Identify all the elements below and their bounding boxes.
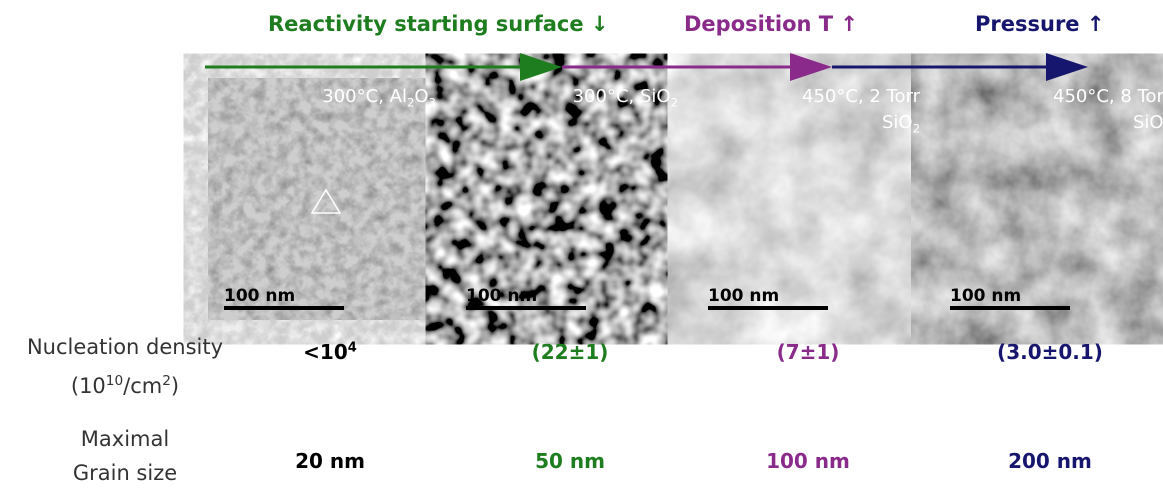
line: 450°C, 8 Torr xyxy=(1053,84,1163,110)
text-run: <10 xyxy=(303,340,348,364)
panel: 450°C, 8 Torr SiO2 100 nm xyxy=(934,78,1163,320)
text-run: (7±1) xyxy=(777,340,840,364)
text-run: 200 nm xyxy=(1008,449,1092,473)
row-value: <104 xyxy=(210,340,450,364)
scale-bar: 100 nm xyxy=(224,286,344,310)
arrow-head xyxy=(790,53,832,81)
subscript: 3 xyxy=(429,96,436,110)
figure: Reactivity starting surface ↓ Deposition … xyxy=(0,0,1163,486)
panel: 300°C, SiO2 100 nm xyxy=(450,78,692,320)
panel: 450°C, 2 Torr SiO2 100 nm xyxy=(692,78,934,320)
text-run: O xyxy=(414,86,428,107)
panel-caption: 300°C, SiO2 xyxy=(573,84,678,116)
line: 450°C, 2 Torr xyxy=(802,84,920,110)
text-run: 100 nm xyxy=(766,449,850,473)
text-run: Grain size xyxy=(73,461,177,485)
scale-bar: 100 nm xyxy=(950,286,1070,310)
superscript: 2 xyxy=(162,373,171,389)
scale-bar: 100 nm xyxy=(466,286,586,310)
arrow-head xyxy=(1046,53,1088,81)
row-value: 200 nm xyxy=(930,449,1163,473)
text-run: 450°C, 2 Torr xyxy=(802,86,920,107)
text-run: Nucleation density xyxy=(27,335,223,359)
superscript: 10 xyxy=(106,373,123,389)
text-run: (10 xyxy=(71,374,106,398)
text-run: SiO xyxy=(882,112,913,133)
row-value: 20 nm xyxy=(210,449,450,473)
scale-bar: 100 nm xyxy=(708,286,828,310)
line: SiO2 xyxy=(1053,110,1163,142)
text-run: 20 nm xyxy=(295,449,365,473)
arrow-head xyxy=(520,53,562,81)
text-run: 300°C, SiO xyxy=(573,86,671,107)
arrows xyxy=(205,53,1088,81)
text-run: 300°C, Al xyxy=(322,86,407,107)
panel: 300°C, Al2O3 100 nm xyxy=(208,78,450,320)
text-run: (22±1) xyxy=(532,340,609,364)
text-run: (3.0±0.1) xyxy=(997,340,1103,364)
panel-caption: 450°C, 8 Torr SiO2 xyxy=(1053,84,1163,142)
row-value: (7±1) xyxy=(688,340,928,364)
row-value: (3.0±0.1) xyxy=(930,340,1163,364)
text-run: ) xyxy=(171,374,179,398)
text-run: 50 nm xyxy=(535,449,605,473)
arrow-label: Deposition T ↑ xyxy=(684,12,858,36)
row-value: (22±1) xyxy=(450,340,690,364)
text-run: Maximal xyxy=(81,427,169,451)
text-run: SiO xyxy=(1133,112,1163,133)
line: 300°C, SiO2 xyxy=(573,84,678,116)
text-run: 450°C, 8 Torr xyxy=(1053,86,1163,107)
row-value: 50 nm xyxy=(450,449,690,473)
line: 300°C, Al2O3 xyxy=(322,84,436,116)
arrow-label: Pressure ↑ xyxy=(975,12,1104,36)
line: SiO2 xyxy=(802,110,920,142)
panel-caption: 450°C, 2 Torr SiO2 xyxy=(802,84,920,142)
line: (1010/cm2) xyxy=(0,364,250,403)
arrow-label: Reactivity starting surface ↓ xyxy=(268,12,609,36)
subscript: 2 xyxy=(913,122,920,136)
text-run: /cm xyxy=(123,374,162,398)
row-value: 100 nm xyxy=(688,449,928,473)
panel-caption: 300°C, Al2O3 xyxy=(322,84,436,116)
subscript: 2 xyxy=(671,96,678,110)
superscript: 4 xyxy=(348,340,357,355)
